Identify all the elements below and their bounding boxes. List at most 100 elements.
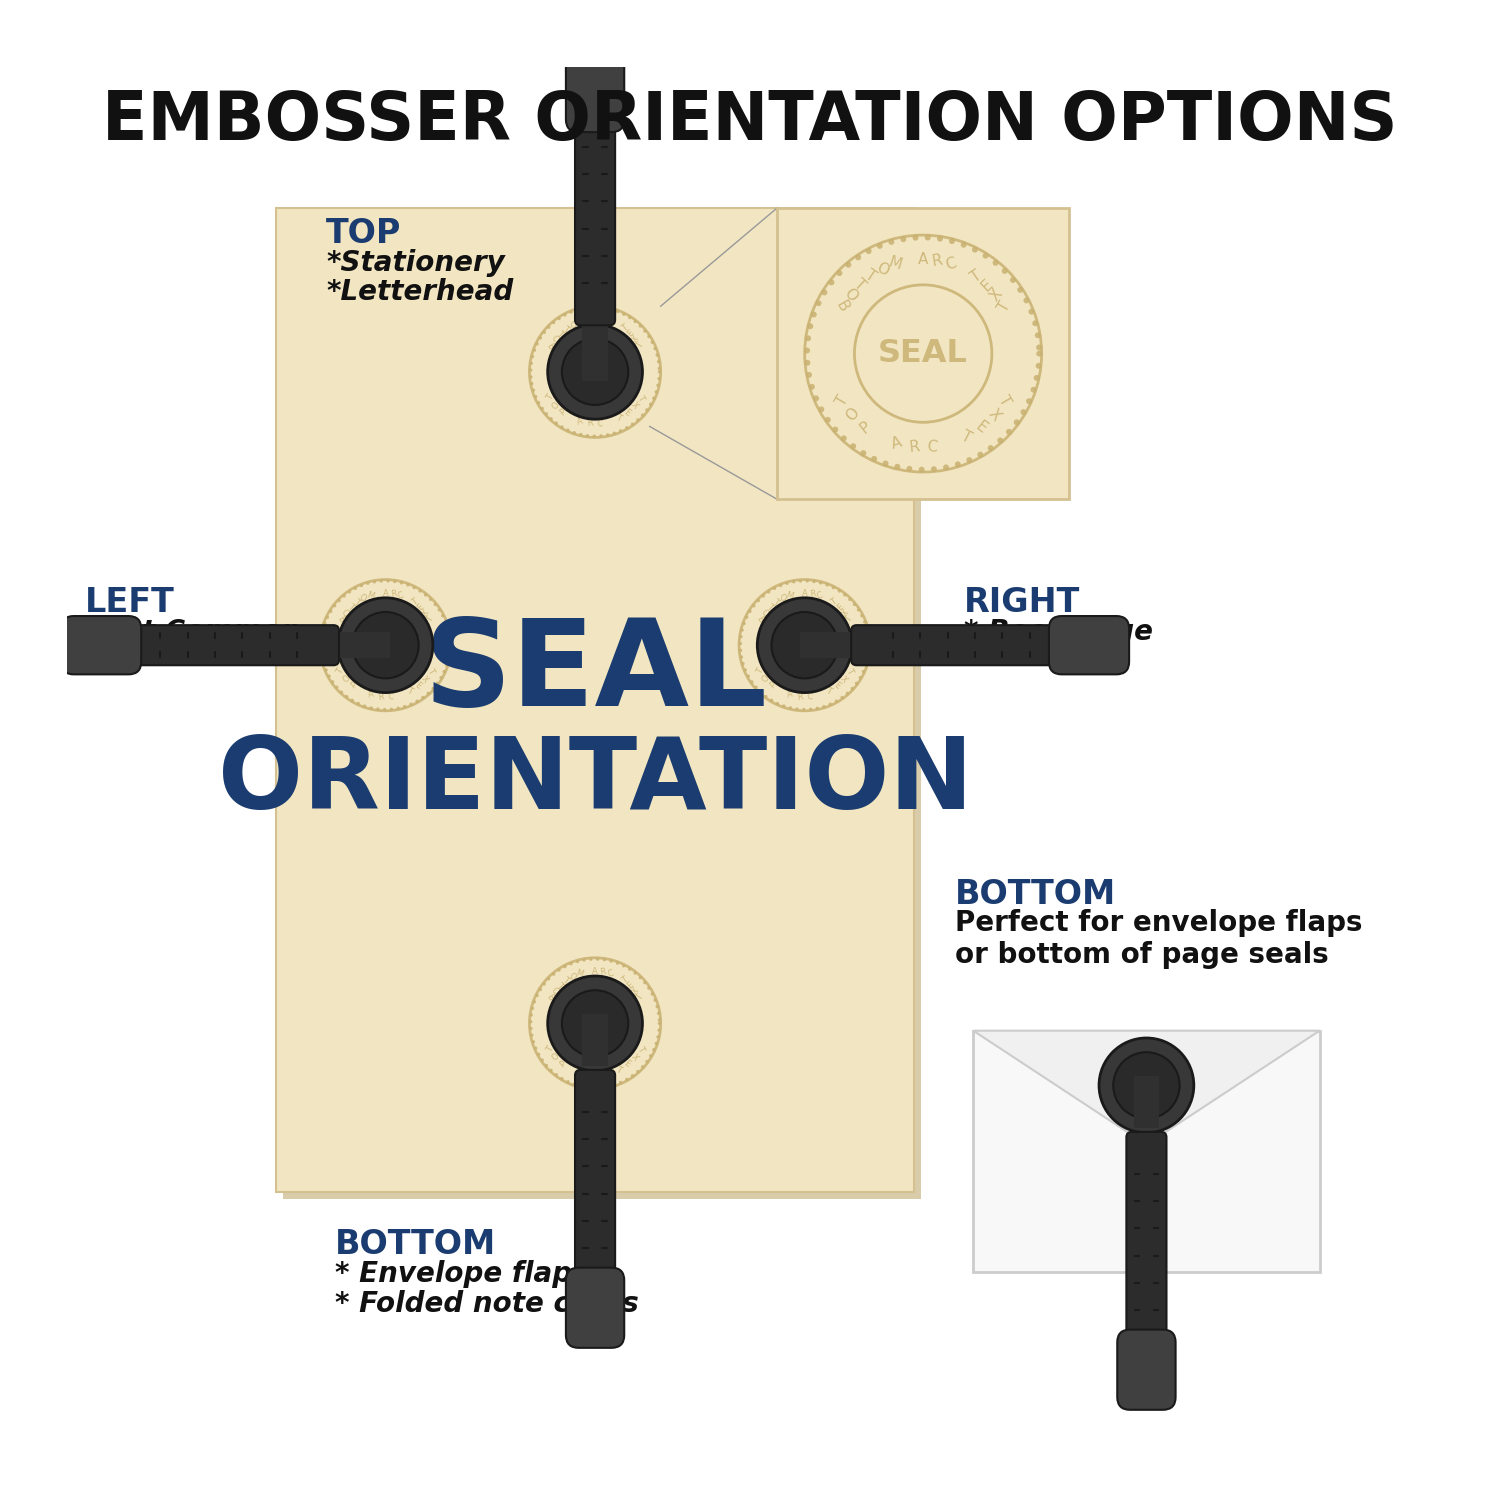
Circle shape <box>592 435 596 438</box>
Text: T: T <box>410 597 420 608</box>
Circle shape <box>338 598 340 603</box>
Circle shape <box>1150 1044 1154 1047</box>
Text: T: T <box>834 393 850 408</box>
Text: E: E <box>622 1059 632 1070</box>
Text: X: X <box>1168 1062 1174 1068</box>
Circle shape <box>416 699 419 703</box>
Text: R: R <box>586 419 594 428</box>
Circle shape <box>538 988 542 992</box>
Circle shape <box>650 1054 652 1058</box>
Text: SEAL: SEAL <box>878 338 968 369</box>
Circle shape <box>776 702 778 705</box>
Circle shape <box>825 584 830 586</box>
Text: T: T <box>615 413 622 423</box>
Circle shape <box>609 308 612 310</box>
Circle shape <box>620 1082 622 1084</box>
FancyBboxPatch shape <box>566 1268 624 1348</box>
Circle shape <box>770 699 772 702</box>
Circle shape <box>742 622 746 626</box>
Text: T: T <box>620 975 628 986</box>
Circle shape <box>544 413 548 416</box>
Circle shape <box>806 579 808 582</box>
Circle shape <box>561 1077 564 1080</box>
Circle shape <box>1137 1124 1138 1125</box>
Circle shape <box>552 321 555 324</box>
Text: SEAL: SEAL <box>782 636 828 654</box>
Circle shape <box>352 612 419 678</box>
Circle shape <box>651 993 654 996</box>
Text: M: M <box>886 255 904 273</box>
Text: T: T <box>1116 1100 1122 1104</box>
Circle shape <box>1134 1046 1137 1047</box>
Text: RIGHT: RIGHT <box>964 586 1080 620</box>
Text: EMBOSSER ORIENTATION OPTIONS: EMBOSSER ORIENTATION OPTIONS <box>102 88 1398 154</box>
Text: M: M <box>574 316 585 327</box>
Circle shape <box>582 958 585 962</box>
Circle shape <box>865 248 871 254</box>
Circle shape <box>646 987 651 990</box>
Circle shape <box>1125 1119 1126 1120</box>
Text: O: O <box>358 592 368 604</box>
Circle shape <box>1106 1078 1107 1082</box>
Circle shape <box>778 584 783 586</box>
Circle shape <box>532 388 536 392</box>
Text: T: T <box>958 427 974 445</box>
Circle shape <box>855 681 858 686</box>
Text: A: A <box>592 315 598 324</box>
Circle shape <box>1023 297 1029 303</box>
Text: O: O <box>1118 1062 1125 1068</box>
Circle shape <box>426 692 430 694</box>
Circle shape <box>1110 1104 1112 1106</box>
Text: C: C <box>606 969 615 980</box>
Text: E: E <box>836 602 844 612</box>
Circle shape <box>746 615 748 620</box>
Circle shape <box>792 580 795 584</box>
Circle shape <box>657 1022 662 1025</box>
Circle shape <box>579 433 582 436</box>
Circle shape <box>650 402 652 406</box>
Circle shape <box>654 999 657 1002</box>
Text: C: C <box>926 440 938 454</box>
Circle shape <box>622 964 626 968</box>
Text: T: T <box>424 615 435 624</box>
Circle shape <box>1035 333 1041 338</box>
Text: C: C <box>396 591 405 602</box>
Text: T: T <box>1125 1056 1131 1062</box>
Circle shape <box>639 324 642 327</box>
Circle shape <box>636 419 639 422</box>
Circle shape <box>606 433 609 436</box>
Text: T: T <box>844 615 855 624</box>
Text: X: X <box>987 286 1005 304</box>
Circle shape <box>530 369 532 372</box>
FancyBboxPatch shape <box>333 633 390 658</box>
Circle shape <box>1185 1082 1188 1084</box>
Circle shape <box>858 676 862 680</box>
Circle shape <box>834 699 839 703</box>
Text: A: A <box>890 435 904 451</box>
Text: O: O <box>760 674 771 684</box>
Circle shape <box>387 579 390 582</box>
Circle shape <box>1166 1119 1167 1122</box>
Circle shape <box>654 390 658 393</box>
Circle shape <box>1168 1118 1172 1119</box>
Circle shape <box>789 706 792 710</box>
Text: O: O <box>759 608 770 618</box>
Circle shape <box>536 342 538 345</box>
Text: T: T <box>996 298 1012 315</box>
Circle shape <box>448 651 452 654</box>
Text: P: P <box>768 681 777 692</box>
Circle shape <box>762 594 765 597</box>
Circle shape <box>1010 278 1016 284</box>
Circle shape <box>1113 1052 1179 1119</box>
Circle shape <box>861 450 867 456</box>
Circle shape <box>435 681 439 686</box>
Circle shape <box>813 396 819 402</box>
Circle shape <box>1140 1125 1143 1126</box>
Circle shape <box>555 1072 558 1077</box>
Circle shape <box>531 1007 534 1010</box>
Circle shape <box>612 1083 616 1086</box>
Text: R: R <box>598 968 606 976</box>
Circle shape <box>555 422 558 424</box>
Circle shape <box>1107 1096 1108 1098</box>
Circle shape <box>633 320 638 322</box>
